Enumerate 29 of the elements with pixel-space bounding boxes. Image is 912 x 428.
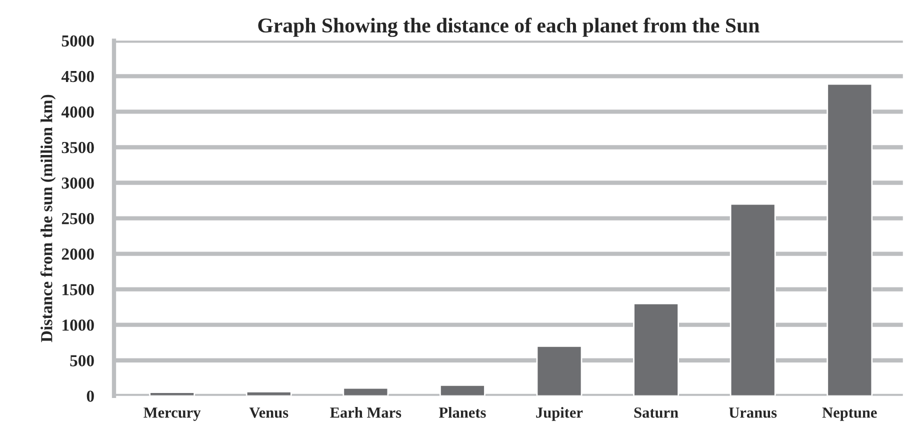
y-tick-label: 500 <box>70 355 94 366</box>
bar <box>730 203 776 396</box>
y-tick-label: 2500 <box>62 212 94 224</box>
x-tick-label: Neptune <box>822 408 877 421</box>
chart-title: Graph Showing the distance of each planet from the Sun <box>258 18 760 37</box>
x-tick-label: Jupiter <box>536 407 583 421</box>
y-tick-label: 2000 <box>62 248 94 260</box>
x-tick-label: Planets <box>438 407 486 418</box>
y-tick-label: 5000 <box>62 35 94 47</box>
bar <box>440 384 486 396</box>
x-tick-label: Saturn <box>634 407 678 418</box>
y-tick-label: 4000 <box>61 106 94 118</box>
bar <box>536 345 582 396</box>
bar <box>149 392 196 396</box>
bar <box>246 390 292 396</box>
x-tick-label: Mercury <box>144 408 201 421</box>
bar <box>342 387 389 396</box>
bar <box>633 302 680 396</box>
y-tick-label: 0 <box>86 390 94 402</box>
y-tick-label: 3500 <box>62 142 94 154</box>
x-tick-label: Uranus <box>729 408 777 418</box>
x-tick-label: Earh Mars <box>330 407 402 418</box>
x-tick-label: Venus <box>249 408 288 418</box>
y-tick-label: 1500 <box>62 284 94 296</box>
bar <box>826 83 873 396</box>
y-tick-label: 1000 <box>62 320 94 331</box>
y-tick-label: 4500 <box>61 70 94 82</box>
y-axis-title: Distance from the sun (million km) <box>40 94 56 342</box>
y-tick-label: 3000 <box>62 177 94 189</box>
